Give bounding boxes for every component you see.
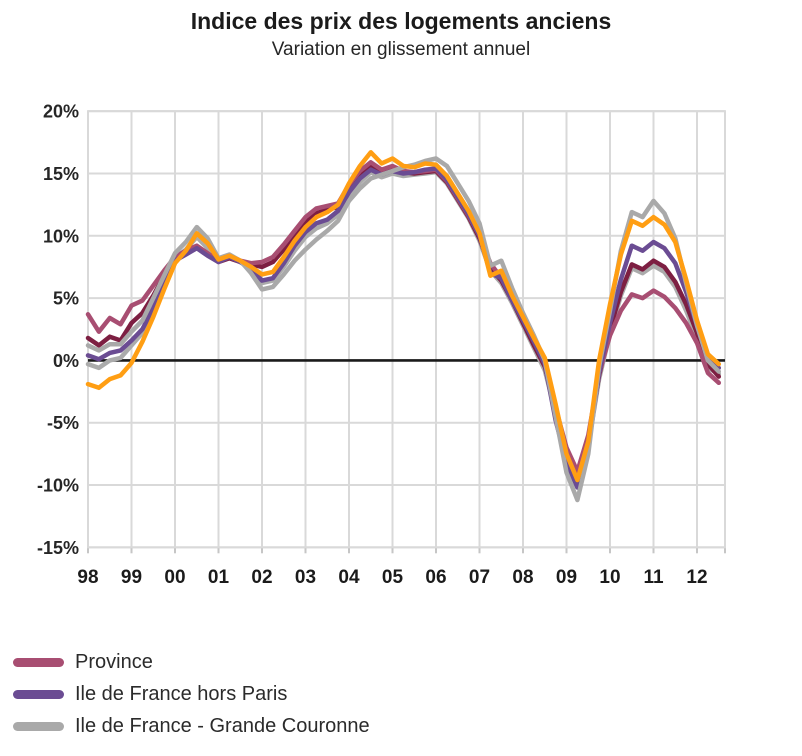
x-tick-label: 06 <box>425 567 446 588</box>
x-tick-label: 11 <box>643 567 664 588</box>
y-tick-label: 15% <box>43 164 79 184</box>
price-index-line-chart: 20% 15% 10% 5% 0% -5% -10% -15% 98 99 00 01 02 03 04 05… <box>37 102 726 588</box>
series-line-orange <box>85 150 722 483</box>
x-tick-label: 09 <box>556 567 577 588</box>
chart-title: Indice des prix des logements anciens <box>190 8 612 34</box>
series-line-grande_couronne <box>85 156 722 503</box>
legend-label-province: Province <box>75 651 153 673</box>
y-tick-label: -10% <box>37 476 79 496</box>
y-tick-label: -15% <box>37 538 79 558</box>
legend-item-idf-hors-paris: Ile de France hors Paris <box>13 678 370 710</box>
grande-couronne-line-swatch <box>13 721 64 731</box>
legend-item-province: Province <box>13 646 370 678</box>
x-tick-label: 07 <box>469 567 490 588</box>
x-tick-label: 98 <box>77 567 98 588</box>
x-tick-label: 08 <box>512 567 533 588</box>
x-tick-label: 12 <box>686 567 707 588</box>
y-tick-label: 5% <box>53 289 79 309</box>
x-tick-label: 00 <box>164 567 185 588</box>
idf-hors-paris-line-swatch <box>13 689 64 699</box>
legend-label-grande-couronne: Ile de France - Grande Couronne <box>75 715 370 737</box>
y-tick-label: 10% <box>43 226 79 246</box>
series-line-idf_hors_paris <box>85 166 722 490</box>
x-tick-label: 10 <box>599 567 620 588</box>
y-tick-label: -5% <box>47 413 79 433</box>
legend: Province Ile de France hors Paris Ile de… <box>13 646 370 742</box>
x-tick-label: 03 <box>295 567 316 588</box>
x-tick-label: 02 <box>251 567 272 588</box>
legend-item-grande-couronne: Ile de France - Grande Couronne <box>13 710 370 742</box>
series-line-gris2 <box>85 169 722 485</box>
x-tick-label: 01 <box>208 567 230 588</box>
y-tick-label: 0% <box>53 351 79 371</box>
plot-border <box>87 110 726 549</box>
chart-subtitle: Variation en glissement annuel <box>271 39 531 60</box>
x-tick-label: 04 <box>338 567 360 588</box>
series-line-bordeaux <box>85 162 722 478</box>
y-tick-label: 20% <box>43 102 79 122</box>
legend-label-idf-hors-paris: Ile de France hors Paris <box>75 683 288 705</box>
series-line-province <box>85 160 722 474</box>
x-tick-label: 05 <box>382 567 404 588</box>
x-tick-label: 99 <box>121 567 142 588</box>
province-line-swatch <box>13 657 64 667</box>
